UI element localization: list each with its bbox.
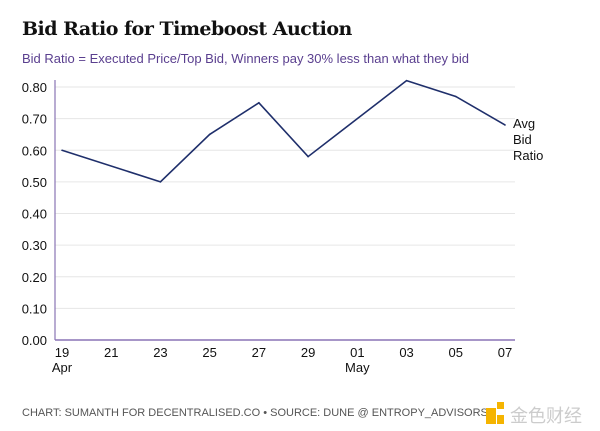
x-tick-label: 25	[202, 345, 216, 360]
y-tick-label: 0.60	[22, 143, 47, 158]
x-tick-label: 19	[55, 345, 69, 360]
data-point	[504, 124, 506, 126]
x-tick-label: 23	[153, 345, 167, 360]
data-point	[61, 149, 63, 152]
y-tick-label: 0.10	[22, 301, 47, 316]
x-tick-label: 01	[350, 345, 364, 360]
y-tick-label: 0.80	[22, 80, 47, 95]
series-label: Bid	[513, 132, 532, 147]
chart-footer: CHART: SUMANTH FOR DECENTRALISED.CO • SO…	[22, 407, 488, 419]
y-tick-label: 0.40	[22, 207, 47, 222]
y-tick-label: 0.70	[22, 112, 47, 127]
data-point	[307, 155, 309, 158]
y-tick-label: 0.30	[22, 238, 47, 253]
x-tick-label: 27	[252, 345, 266, 360]
line-chart: 0.00 0.10 0.20 0.30 0.40 0.50 0.60 0.70 0.80 19Ap…	[22, 79, 543, 375]
data-point	[159, 181, 162, 183]
x-tick-sublabel: Apr	[52, 360, 73, 375]
data-point	[405, 79, 408, 82]
y-tick-label: 0.00	[22, 333, 47, 348]
data-point	[258, 102, 260, 104]
x-tick-label: 29	[301, 345, 315, 360]
y-tick-label: 0.50	[22, 175, 47, 190]
data-point	[208, 133, 211, 136]
y-tick-label: 0.20	[22, 270, 47, 285]
x-tick-label: 05	[449, 345, 463, 360]
watermark-logo: 金色财经	[486, 402, 582, 427]
x-tick-label: 21	[104, 345, 118, 360]
svg-text:金色财经: 金色财经	[510, 406, 582, 427]
series-label: Avg	[513, 116, 535, 131]
series-line	[61, 79, 506, 183]
x-tick-label: 07	[498, 345, 512, 360]
x-tick-sublabel: May	[345, 360, 370, 375]
chart-subtitle: Bid Ratio = Executed Price/Top Bid, Winn…	[22, 51, 469, 66]
data-point	[454, 95, 457, 98]
x-tick-label: 03	[399, 345, 413, 360]
series-label: Ratio	[513, 148, 543, 163]
chart-title: Bid Ratio for Timeboost Auction	[22, 18, 352, 40]
